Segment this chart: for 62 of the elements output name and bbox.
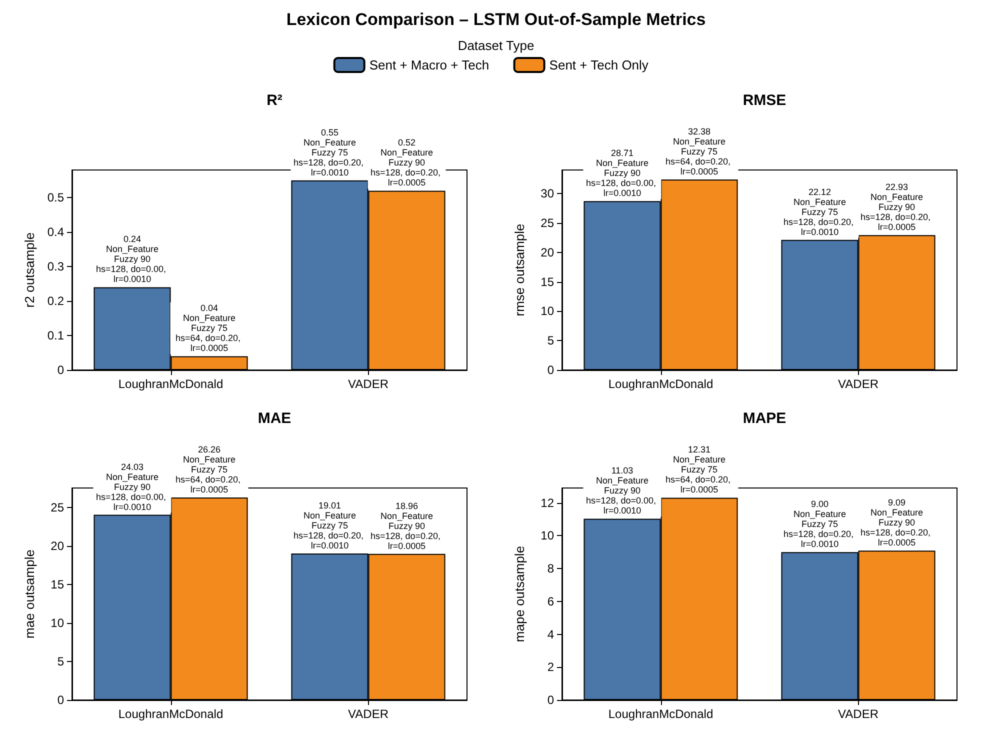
y-tick-label: 0.1 <box>47 328 64 343</box>
text: Lexicon Comparison – LSTM Out-of-Sample Metrics <box>286 10 706 29</box>
y-tick-label: 0 <box>547 693 554 707</box>
y-tick-label: 30 <box>540 186 554 201</box>
data-label: 32.38 Non_Feature Fuzzy 75 hs=64, do=0.20, lr=0.0005 <box>665 126 734 177</box>
data-label: 22.93 Non_Feature Fuzzy 90 hs=128, do=0.20, lr=0.0005 <box>860 182 934 232</box>
chart-title: MAE <box>258 410 292 427</box>
data-label: 11.03 Non_Feature Fuzzy 90 hs=128, do=0.00, lr=0.0010 <box>586 466 659 516</box>
data-label: 12.31 Non_Feature Fuzzy 75 hs=64, do=0.20, lr=0.0005 <box>665 444 734 495</box>
y-tick-label: 12 <box>540 496 554 510</box>
y-axis-title: mape outsample <box>512 546 527 642</box>
x-tick-label: VADER <box>348 707 389 721</box>
y-tick-label: 10 <box>540 304 554 318</box>
y-tick-label: 20 <box>50 538 64 553</box>
legend-label: Sent + Macro + Tech <box>369 58 490 72</box>
y-tick-label: 15 <box>50 577 64 592</box>
y-tick-label: 0.4 <box>47 225 64 240</box>
y-tick-label: 10 <box>540 528 554 543</box>
data-label: 18.96 Non_Feature Fuzzy 90 hs=128, do=0.20, lr=0.0005 <box>370 500 444 551</box>
data-label: 19.01 Non_Feature Fuzzy 75 hs=128, do=0.20, lr=0.0010 <box>293 500 366 550</box>
data-label: 24.03 Non_Feature Fuzzy 90 hs=128, do=0.00, lr=0.0010 <box>96 462 169 512</box>
y-tick-label: 15 <box>540 274 554 289</box>
y-axis-title: r2 outsample <box>22 232 37 308</box>
y-tick-label: 20 <box>540 245 554 260</box>
data-label: 26.26 Non_Feature Fuzzy 75 hs=64, do=0.20, lr=0.0005 <box>175 444 244 495</box>
data-label: 9.09 Non_Feature Fuzzy 90 hs=128, do=0.20, lr=0.0005 <box>860 498 934 548</box>
x-tick-label: LoughranMcDonald <box>608 707 714 721</box>
chart-title: RMSE <box>742 92 786 109</box>
y-tick-label: 0 <box>57 693 64 707</box>
x-tick-label: VADER <box>838 377 879 391</box>
data-label: 0.52 Non_Feature Fuzzy 90 hs=128, do=0.20, lr=0.0005 <box>370 138 444 188</box>
y-tick-label: 6 <box>547 594 554 608</box>
x-tick-label: LoughranMcDonald <box>118 707 224 721</box>
x-tick-label: LoughranMcDonald <box>118 377 224 391</box>
y-tick-label: 5 <box>57 654 64 668</box>
y-tick-label: 8 <box>547 562 554 576</box>
y-tick-label: 25 <box>50 500 64 514</box>
data-label: 0.24 Non_Feature Fuzzy 90 hs=128, do=0.00, lr=0.0010 <box>96 234 169 284</box>
y-tick-label: 2 <box>547 660 554 674</box>
y-tick-label: 0.5 <box>47 190 64 205</box>
y-tick-label: 4 <box>547 627 554 642</box>
y-axis-title: mae outsample <box>22 550 37 638</box>
x-tick-label: VADER <box>348 377 389 391</box>
y-tick-label: 10 <box>50 616 64 630</box>
y-tick-label: 5 <box>547 334 554 348</box>
y-tick-label: 0.2 <box>47 294 64 308</box>
y-tick-label: 0 <box>547 363 554 377</box>
data-label: 22.12 Non_Feature Fuzzy 75 hs=128, do=0.20, lr=0.0010 <box>783 186 856 237</box>
chart-title: MAPE <box>742 410 786 427</box>
y-tick-label: 0 <box>57 363 64 377</box>
data-label: 9.00 Non_Feature Fuzzy 75 hs=128, do=0.20, lr=0.0010 <box>783 499 856 550</box>
y-axis-title: rmse outsample <box>512 224 527 316</box>
data-label: 0.04 Non_Feature Fuzzy 75 hs=64, do=0.20, lr=0.0005 <box>175 303 244 354</box>
chart-title: R² <box>266 92 282 109</box>
y-tick-label: 25 <box>540 216 554 230</box>
legend-title: Dataset Type <box>458 38 534 53</box>
data-label: 28.71 Non_Feature Fuzzy 90 hs=128, do=0.00, lr=0.0010 <box>586 148 659 198</box>
x-tick-label: VADER <box>838 707 879 721</box>
x-tick-label: LoughranMcDonald <box>608 377 714 391</box>
y-tick-label: 0.3 <box>47 260 64 274</box>
legend-label: Sent + Tech Only <box>549 58 649 72</box>
data-label: 0.55 Non_Feature Fuzzy 75 hs=128, do=0.20, lr=0.0010 <box>293 127 366 178</box>
